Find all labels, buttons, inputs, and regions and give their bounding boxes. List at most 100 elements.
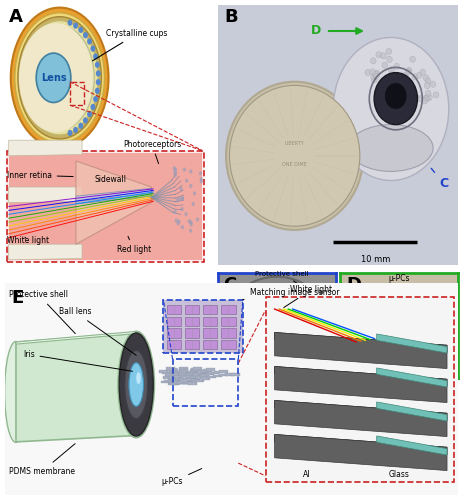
Polygon shape	[169, 382, 177, 386]
Circle shape	[95, 88, 100, 94]
Circle shape	[391, 90, 397, 96]
Text: 5 mm: 5 mm	[266, 368, 288, 376]
Polygon shape	[205, 373, 214, 376]
Circle shape	[177, 220, 181, 224]
Polygon shape	[174, 375, 183, 378]
Circle shape	[406, 68, 412, 73]
Text: Crystalline cups: Crystalline cups	[93, 29, 168, 61]
Text: Protective shell: Protective shell	[9, 290, 75, 334]
Polygon shape	[162, 372, 171, 374]
Circle shape	[397, 92, 403, 98]
Circle shape	[404, 98, 410, 104]
Polygon shape	[172, 382, 181, 384]
Circle shape	[424, 96, 430, 102]
Bar	[9, 153, 202, 260]
Text: D: D	[346, 276, 361, 293]
Circle shape	[254, 301, 299, 341]
Circle shape	[387, 56, 392, 62]
Polygon shape	[179, 367, 188, 370]
Ellipse shape	[136, 372, 141, 384]
Text: Matching image sensor: Matching image sensor	[243, 288, 339, 300]
Bar	[221, 305, 236, 314]
Polygon shape	[168, 378, 177, 382]
Text: B: B	[225, 8, 238, 26]
Circle shape	[265, 310, 288, 332]
Circle shape	[399, 96, 405, 102]
Polygon shape	[200, 370, 209, 373]
Ellipse shape	[11, 8, 108, 148]
Text: Lens: Lens	[41, 73, 66, 83]
Ellipse shape	[129, 362, 144, 406]
Ellipse shape	[25, 26, 94, 130]
Polygon shape	[194, 374, 202, 376]
Ellipse shape	[125, 350, 148, 418]
Circle shape	[365, 70, 371, 75]
Bar	[203, 305, 218, 314]
Circle shape	[184, 212, 188, 216]
Ellipse shape	[333, 38, 449, 180]
Circle shape	[189, 220, 193, 224]
Circle shape	[189, 184, 193, 188]
Polygon shape	[170, 382, 179, 384]
Polygon shape	[275, 366, 447, 402]
Circle shape	[226, 82, 363, 230]
Circle shape	[87, 111, 92, 117]
Ellipse shape	[5, 342, 27, 442]
Circle shape	[430, 81, 436, 87]
Circle shape	[189, 170, 193, 173]
Polygon shape	[175, 382, 184, 384]
Polygon shape	[164, 380, 173, 382]
Circle shape	[372, 71, 378, 78]
Text: White light: White light	[284, 285, 332, 308]
Polygon shape	[200, 378, 210, 380]
Circle shape	[412, 74, 418, 80]
Circle shape	[410, 56, 415, 62]
Circle shape	[387, 82, 393, 87]
Polygon shape	[206, 376, 216, 378]
Circle shape	[425, 90, 431, 96]
Circle shape	[196, 218, 199, 222]
Circle shape	[73, 127, 78, 133]
Circle shape	[371, 74, 377, 80]
Ellipse shape	[349, 124, 433, 172]
Polygon shape	[171, 378, 181, 380]
Circle shape	[398, 88, 404, 94]
Circle shape	[78, 26, 83, 33]
Bar	[173, 359, 238, 406]
Circle shape	[96, 70, 100, 76]
Bar	[221, 316, 236, 326]
Polygon shape	[187, 378, 196, 380]
Circle shape	[376, 84, 382, 90]
Text: μ-PCs: μ-PCs	[162, 468, 202, 486]
Circle shape	[245, 292, 308, 349]
Circle shape	[183, 168, 186, 172]
Circle shape	[68, 20, 72, 26]
Circle shape	[189, 228, 192, 232]
Polygon shape	[179, 378, 188, 380]
Circle shape	[188, 219, 191, 224]
Circle shape	[90, 46, 95, 52]
Polygon shape	[213, 374, 222, 378]
Polygon shape	[177, 381, 186, 384]
Text: A: A	[9, 8, 23, 26]
Bar	[265, 298, 454, 482]
Text: Ball lens: Ball lens	[230, 330, 275, 355]
Circle shape	[426, 94, 432, 100]
Polygon shape	[187, 372, 195, 376]
Text: μ-PCs: μ-PCs	[388, 274, 410, 306]
Circle shape	[68, 130, 72, 136]
Bar	[6, 150, 204, 262]
Circle shape	[381, 52, 386, 59]
Polygon shape	[179, 375, 188, 378]
Text: 10 mm: 10 mm	[361, 254, 390, 264]
Polygon shape	[203, 369, 212, 372]
Polygon shape	[168, 368, 176, 370]
Bar	[167, 340, 181, 349]
Polygon shape	[378, 307, 425, 346]
Polygon shape	[343, 307, 390, 346]
Text: Iris: Iris	[23, 350, 132, 372]
Polygon shape	[76, 188, 151, 202]
Text: D: D	[311, 24, 321, 38]
Polygon shape	[169, 370, 178, 372]
Polygon shape	[219, 370, 228, 373]
